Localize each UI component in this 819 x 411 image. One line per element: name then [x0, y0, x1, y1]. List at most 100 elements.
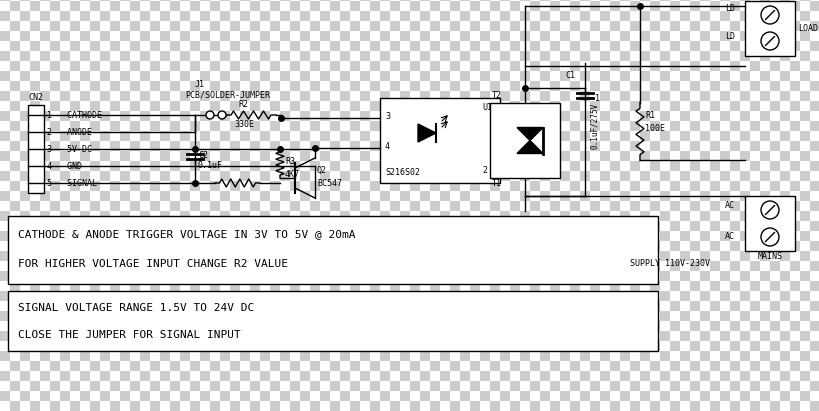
- Bar: [390, 111, 400, 121]
- Bar: [279, 11, 290, 21]
- Bar: [729, 261, 739, 271]
- Bar: [290, 351, 300, 361]
- Bar: [40, 0, 50, 1]
- Bar: [100, 211, 110, 221]
- Bar: [70, 171, 80, 181]
- Bar: [519, 191, 529, 201]
- Bar: [379, 11, 390, 21]
- Bar: [809, 31, 819, 41]
- Bar: [60, 371, 70, 381]
- Text: C1: C1: [564, 71, 574, 80]
- Bar: [160, 151, 170, 161]
- Bar: [150, 181, 160, 191]
- Bar: [629, 151, 639, 161]
- Bar: [749, 161, 759, 171]
- Bar: [450, 311, 459, 321]
- Bar: [519, 381, 529, 391]
- Bar: [809, 251, 819, 261]
- Bar: [110, 61, 120, 71]
- Bar: [310, 371, 319, 381]
- Bar: [329, 311, 340, 321]
- Bar: [590, 1, 600, 11]
- Bar: [679, 151, 689, 161]
- Bar: [669, 221, 679, 231]
- Text: 3: 3: [385, 111, 390, 120]
- Bar: [699, 231, 709, 241]
- Bar: [609, 0, 619, 1]
- Bar: [450, 321, 459, 331]
- Bar: [260, 201, 269, 211]
- Bar: [60, 381, 70, 391]
- Bar: [90, 281, 100, 291]
- Bar: [70, 0, 80, 1]
- Bar: [170, 201, 180, 211]
- Bar: [30, 311, 40, 321]
- Bar: [469, 101, 479, 111]
- Bar: [360, 291, 369, 301]
- Bar: [519, 291, 529, 301]
- Bar: [90, 91, 100, 101]
- Bar: [600, 51, 609, 61]
- Bar: [779, 41, 789, 51]
- Bar: [799, 381, 809, 391]
- Bar: [130, 0, 140, 1]
- Bar: [529, 251, 540, 261]
- Bar: [679, 351, 689, 361]
- Bar: [340, 191, 350, 201]
- Bar: [519, 361, 529, 371]
- Bar: [490, 51, 500, 61]
- Bar: [30, 401, 40, 411]
- Bar: [319, 301, 329, 311]
- Bar: [609, 351, 619, 361]
- Bar: [360, 31, 369, 41]
- Bar: [459, 221, 469, 231]
- Bar: [579, 161, 590, 171]
- Bar: [459, 51, 469, 61]
- Bar: [500, 31, 509, 41]
- Bar: [479, 391, 490, 401]
- Bar: [210, 101, 219, 111]
- Bar: [190, 131, 200, 141]
- Bar: [150, 261, 160, 271]
- Bar: [229, 11, 240, 21]
- Bar: [360, 301, 369, 311]
- Bar: [290, 51, 300, 61]
- Bar: [80, 361, 90, 371]
- Bar: [569, 121, 579, 131]
- Bar: [350, 0, 360, 1]
- Bar: [250, 71, 260, 81]
- Bar: [400, 371, 410, 381]
- Bar: [150, 31, 160, 41]
- Bar: [219, 101, 229, 111]
- Bar: [410, 371, 419, 381]
- Bar: [140, 161, 150, 171]
- Bar: [779, 231, 789, 241]
- Bar: [500, 141, 509, 151]
- Bar: [260, 191, 269, 201]
- Bar: [40, 321, 50, 331]
- Text: 1: 1: [595, 94, 600, 103]
- Bar: [659, 191, 669, 201]
- Bar: [180, 191, 190, 201]
- Bar: [150, 51, 160, 61]
- Bar: [329, 391, 340, 401]
- Bar: [120, 311, 130, 321]
- Bar: [590, 361, 600, 371]
- Bar: [50, 341, 60, 351]
- Bar: [140, 71, 150, 81]
- Bar: [600, 331, 609, 341]
- Bar: [550, 191, 559, 201]
- Bar: [300, 41, 310, 51]
- Bar: [799, 251, 809, 261]
- Bar: [229, 391, 240, 401]
- Bar: [150, 141, 160, 151]
- Bar: [559, 191, 569, 201]
- Bar: [759, 181, 769, 191]
- Bar: [360, 271, 369, 281]
- Bar: [360, 181, 369, 191]
- Bar: [180, 141, 190, 151]
- Bar: [569, 21, 579, 31]
- Bar: [509, 41, 519, 51]
- Bar: [699, 211, 709, 221]
- Bar: [390, 171, 400, 181]
